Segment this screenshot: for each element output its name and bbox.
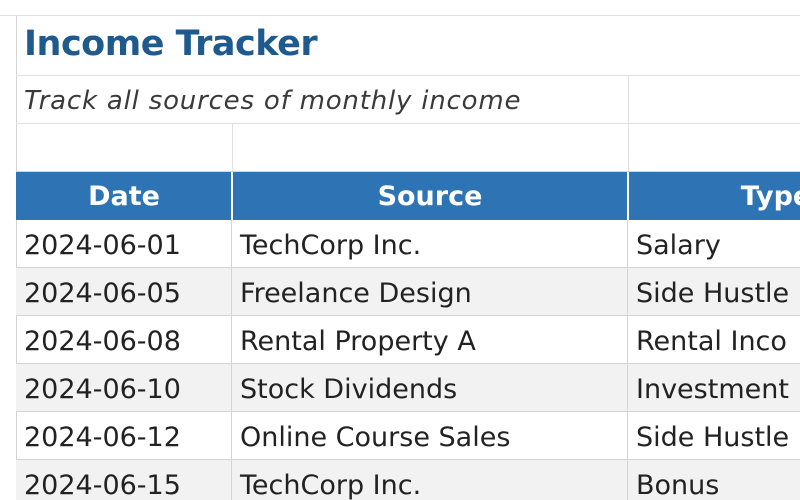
cell-type[interactable]: Investment bbox=[636, 374, 789, 405]
cell-source[interactable]: TechCorp Inc. bbox=[240, 230, 422, 261]
header-divider bbox=[231, 172, 233, 220]
cell-date[interactable]: 2024-06-05 bbox=[24, 278, 181, 309]
cell-type[interactable]: Side Hustle bbox=[636, 422, 790, 453]
cell-date[interactable]: 2024-06-10 bbox=[24, 374, 181, 405]
header-date[interactable]: Date bbox=[88, 181, 160, 212]
cell-date[interactable]: 2024-06-01 bbox=[24, 230, 181, 261]
cell-divider bbox=[231, 220, 232, 267]
cell-divider bbox=[627, 268, 628, 315]
cell-divider bbox=[627, 220, 628, 267]
table-row: 2024-06-12 Online Course Sales Side Hust… bbox=[16, 412, 800, 460]
cell-source[interactable]: Rental Property A bbox=[240, 326, 476, 357]
column-divider bbox=[232, 124, 233, 171]
cell-type[interactable]: Side Hustle bbox=[636, 278, 790, 309]
cell-source[interactable]: Freelance Design bbox=[240, 278, 472, 309]
cell-divider bbox=[627, 316, 628, 363]
cell-source[interactable]: Online Course Sales bbox=[240, 422, 511, 453]
cell-divider bbox=[627, 460, 628, 500]
cell-type[interactable]: Bonus bbox=[636, 470, 720, 500]
title-row[interactable]: Income Tracker bbox=[16, 16, 800, 76]
header-source[interactable]: Source bbox=[377, 181, 483, 212]
cell-date[interactable]: 2024-06-08 bbox=[24, 326, 181, 357]
table-row: 2024-06-10 Stock Dividends Investment bbox=[16, 364, 800, 412]
cell-type[interactable]: Salary bbox=[636, 230, 721, 261]
column-divider bbox=[628, 124, 629, 171]
table-row: 2024-06-05 Freelance Design Side Hustle bbox=[16, 268, 800, 316]
cell-divider bbox=[231, 364, 232, 411]
subtitle-row[interactable]: Track all sources of monthly income bbox=[16, 76, 800, 124]
cell-divider bbox=[627, 412, 628, 459]
blank-row[interactable] bbox=[16, 124, 800, 172]
cell-divider bbox=[231, 316, 232, 363]
table-row: 2024-06-01 TechCorp Inc. Salary bbox=[16, 220, 800, 268]
sheet-title: Income Tracker bbox=[24, 24, 318, 64]
cell-date[interactable]: 2024-06-12 bbox=[24, 422, 181, 453]
table-header-row: Date Source Type bbox=[16, 172, 800, 220]
left-gridline bbox=[16, 16, 17, 500]
cell-divider bbox=[231, 412, 232, 459]
column-divider bbox=[628, 76, 629, 123]
cell-divider bbox=[231, 460, 232, 500]
table-row: 2024-06-15 TechCorp Inc. Bonus bbox=[16, 460, 800, 500]
table-row: 2024-06-08 Rental Property A Rental Inco bbox=[16, 316, 800, 364]
cell-divider bbox=[231, 268, 232, 315]
top-strip bbox=[0, 0, 800, 16]
cell-divider bbox=[627, 364, 628, 411]
cell-date[interactable]: 2024-06-15 bbox=[24, 470, 181, 500]
header-type[interactable]: Type bbox=[740, 181, 800, 212]
cell-source[interactable]: TechCorp Inc. bbox=[240, 470, 422, 500]
cell-type[interactable]: Rental Inco bbox=[636, 326, 787, 357]
header-divider bbox=[627, 172, 629, 220]
cell-source[interactable]: Stock Dividends bbox=[240, 374, 458, 405]
sheet-subtitle: Track all sources of monthly income bbox=[24, 86, 522, 116]
